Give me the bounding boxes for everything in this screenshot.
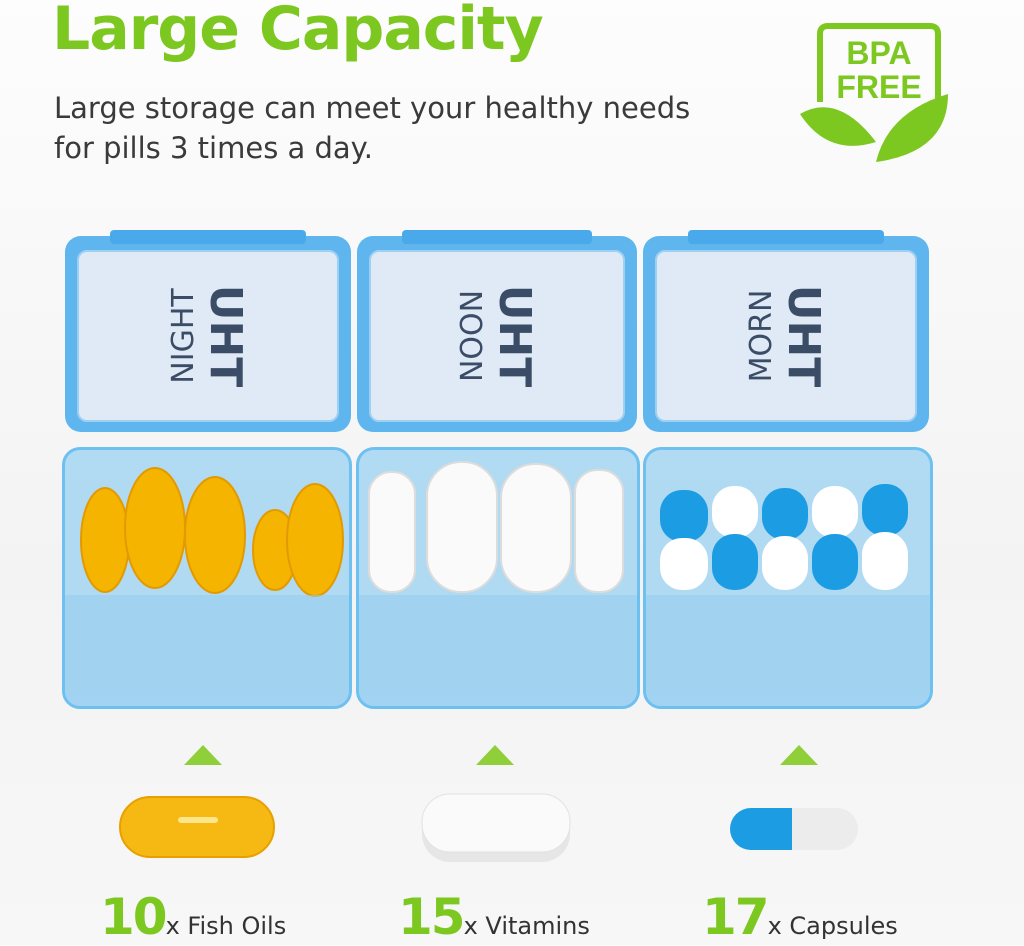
lid-label: MORN — [744, 289, 779, 383]
lid-brand: UHT — [200, 284, 251, 388]
count-capsules: 17x Capsules — [702, 888, 898, 946]
count-number: 15 — [398, 888, 466, 946]
count-number: 17 — [702, 888, 770, 946]
count-fish-oils: 10x Fish Oils — [100, 888, 286, 946]
bpa-free-badge: BPA FREE — [798, 22, 958, 167]
vitamin-tablet-icon — [421, 793, 571, 862]
page-title: Large Capacity — [52, 0, 544, 64]
capsule-pills — [646, 484, 930, 706]
triangle-icon — [780, 745, 818, 765]
count-unit: x Capsules — [767, 912, 898, 940]
box-noon — [356, 447, 640, 709]
subtitle: Large storage can meet your healthy need… — [54, 91, 691, 165]
badge-line1: BPA — [846, 35, 911, 71]
box-morn — [643, 447, 933, 709]
count-unit: x Vitamins — [463, 912, 590, 940]
lid-night[interactable]: UHT NIGHT — [65, 230, 351, 432]
lid-brand: UHT — [778, 284, 829, 388]
count-unit: x Fish Oils — [165, 912, 287, 940]
lid-label: NOON — [455, 289, 490, 383]
triangle-icon — [184, 745, 222, 765]
lid-morn[interactable]: UHT MORN — [643, 230, 929, 432]
lid-noon[interactable]: UHT NOON — [357, 230, 637, 432]
count-vitamins: 15x Vitamins — [398, 888, 590, 946]
badge-line2: FREE — [836, 69, 921, 105]
leaf-icon: BPA FREE — [800, 23, 948, 162]
fish-oil-icon — [119, 796, 275, 858]
fish-oil-pills — [65, 467, 349, 706]
box-night — [62, 447, 352, 709]
capsule-icon — [730, 808, 858, 850]
lid-label: NIGHT — [166, 288, 201, 384]
count-number: 10 — [100, 888, 168, 946]
lid-brand: UHT — [489, 284, 540, 388]
vitamin-pills — [359, 461, 637, 706]
triangle-icon — [476, 745, 514, 765]
